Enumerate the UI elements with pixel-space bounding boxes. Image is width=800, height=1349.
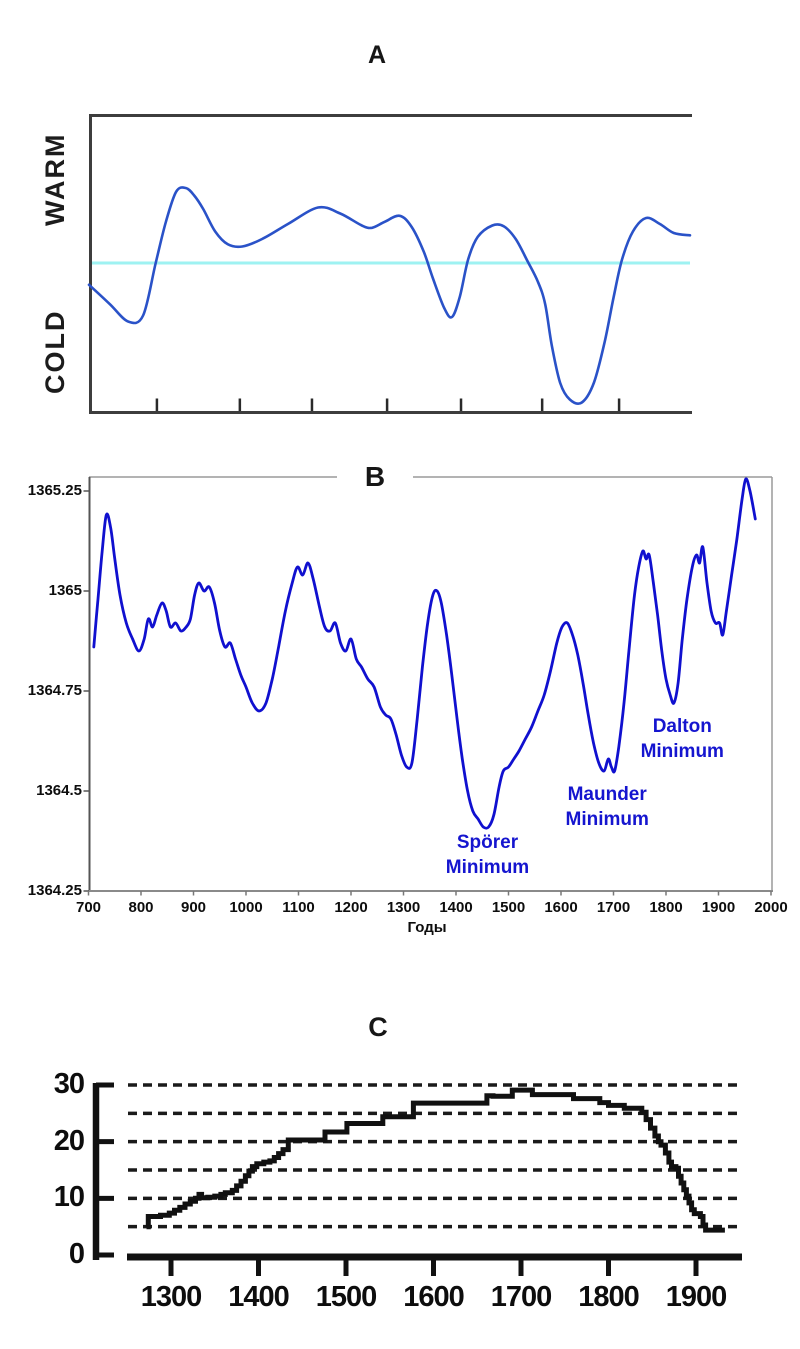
panel-b-xaxis-title: Годы <box>407 919 447 936</box>
b-x-tick-label-0: 700 <box>75 899 102 916</box>
c-x-tick-label-0: 1300 <box>140 1281 203 1313</box>
c-x-tick-label-1: 1400 <box>228 1281 290 1313</box>
panel-a-title: A <box>367 41 387 69</box>
panel-c-plot <box>92 1082 742 1276</box>
panel-b-title: B <box>337 461 413 493</box>
b-x-tick-label-5: 1200 <box>334 899 368 916</box>
c-x-tick-label-3: 1600 <box>403 1281 465 1313</box>
b-x-tick-label-6: 1300 <box>386 899 421 916</box>
b-x-tick-label-7: 1400 <box>439 899 473 916</box>
b-x-tick-label-11: 1800 <box>649 899 683 916</box>
c-step-curve <box>145 1087 725 1233</box>
c-y-tick-label-2: 20 <box>53 1124 85 1157</box>
c-x-tick-label-6: 1900 <box>665 1281 728 1313</box>
b-x-tick-label-3: 1000 <box>229 899 263 916</box>
c-x-tick-label-4: 1700 <box>490 1281 553 1313</box>
b-y-tick-label-1: 1364.5 <box>36 782 82 799</box>
b-x-tick-label-8: 1500 <box>491 899 526 916</box>
b-y-tick-label-2: 1364.75 <box>27 682 82 699</box>
b-annotation-dalton-minimum: Dalton Minimum <box>640 716 724 762</box>
b-irradiance-curve <box>92 477 757 830</box>
c-y-tick-label-3: 30 <box>53 1067 85 1100</box>
b-x-tick-label-4: 1100 <box>282 899 315 916</box>
c-y-tick-label-0: 0 <box>68 1238 85 1270</box>
b-x-tick-label-2: 900 <box>180 899 207 916</box>
b-y-tick-label-4: 1365.25 <box>27 482 82 499</box>
c-x-tick-label-5: 1800 <box>578 1281 640 1313</box>
b-x-tick-label-1: 800 <box>128 899 154 916</box>
b-y-tick-label-0: 1364.25 <box>27 882 82 899</box>
c-y-tick-label-1: 10 <box>53 1181 85 1214</box>
b-x-tick-label-10: 1700 <box>596 899 631 916</box>
panel-c-title: C <box>368 1012 388 1042</box>
b-annotation-maunder-minimum: Maunder Minimum <box>565 784 649 830</box>
b-x-tick-label-9: 1600 <box>544 899 578 916</box>
c-x-tick-label-2: 1500 <box>315 1281 378 1313</box>
panel-b-plot <box>83 476 773 896</box>
panel-a-plot <box>87 114 692 414</box>
a-temperature-curve <box>87 186 692 405</box>
b-y-tick-label-3: 1365 <box>48 582 82 599</box>
b-x-tick-label-13: 2000 <box>754 899 788 916</box>
b-annotation-spoerer-minimum: Spörer Minimum <box>445 832 530 878</box>
b-x-tick-label-12: 1900 <box>701 899 736 916</box>
